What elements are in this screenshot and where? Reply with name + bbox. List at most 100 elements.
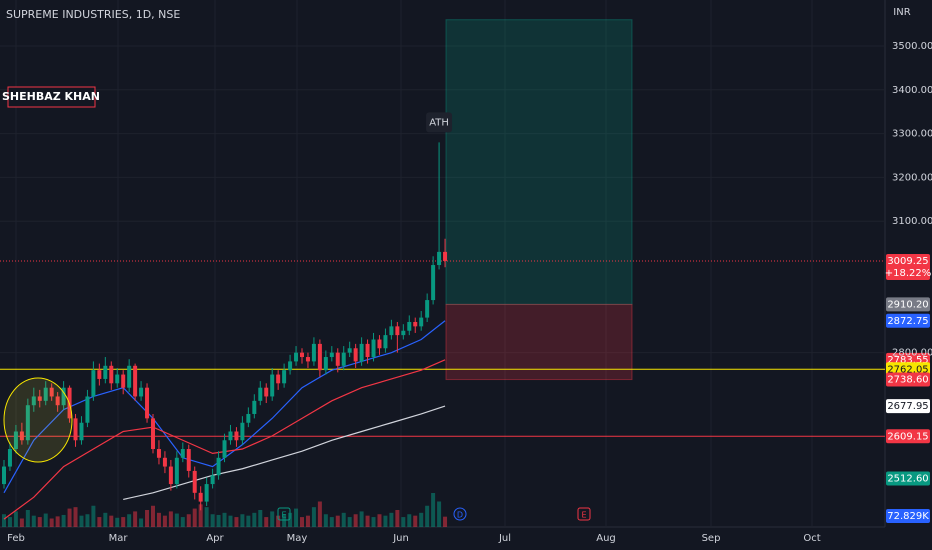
volume-bar [198, 504, 203, 527]
volume-bar [204, 507, 209, 527]
candle-body [413, 321, 418, 327]
volume-bar [329, 517, 334, 527]
volume-bar [341, 512, 346, 527]
volume-bar [13, 511, 18, 527]
price-tag [886, 372, 930, 387]
price-tag-label: 2738.60 [887, 375, 928, 386]
candle-body [401, 330, 406, 336]
price-tag-label: 2512.60 [887, 474, 928, 485]
volume-bar [317, 501, 322, 527]
candle-body [371, 339, 376, 358]
volume-bar [162, 515, 167, 527]
volume-bar [359, 511, 364, 527]
candle-body [276, 374, 281, 384]
candle-body [13, 431, 18, 450]
candle-body [389, 326, 394, 336]
y-tick-label: 3300.00 [892, 129, 932, 140]
volume-bar [335, 515, 340, 527]
volume-bar [67, 508, 72, 527]
overlay: ATH E E D 3009.25+18.22% 2910.20 2872.75 2783.5… [277, 112, 931, 523]
candle-body [270, 374, 275, 397]
candle-body [192, 470, 197, 493]
volume-bar [311, 507, 316, 527]
event-marker [577, 507, 591, 521]
volume-bar [91, 505, 96, 527]
highlight-circle [3, 377, 73, 463]
price-tag [886, 297, 930, 312]
volume-bar [437, 501, 442, 527]
volume-bar [264, 517, 269, 527]
candle-body [437, 251, 442, 266]
volume-bar [383, 515, 388, 527]
volume-bar [395, 510, 400, 527]
x-tick-label: Feb [7, 533, 25, 544]
event-marker [277, 507, 291, 521]
volume-bar [234, 517, 239, 527]
volume-bar [258, 510, 263, 527]
event-marker [453, 507, 467, 521]
candle-body [61, 387, 66, 406]
candle-body [377, 339, 382, 349]
x-tick-label: Sep [702, 533, 721, 544]
volume-bar [31, 515, 36, 527]
candle-body [156, 449, 161, 458]
price-tag-label: 2783.55 [887, 355, 928, 366]
volume-bar [240, 514, 245, 527]
volume-bar [347, 517, 352, 527]
volume-bar [151, 505, 155, 527]
volume-bar [228, 515, 233, 527]
volume-bar [37, 517, 42, 527]
event-label: D [457, 511, 463, 520]
price-tag-label: 2872.75 [887, 316, 928, 327]
candle-body [186, 449, 191, 471]
volume-bar [323, 514, 328, 527]
x-tick-label: Aug [596, 533, 616, 544]
volume-bar [186, 514, 191, 527]
volume-bar [365, 515, 370, 527]
marks [0, 19, 885, 527]
volume-bar [43, 513, 48, 527]
price-tag-label: 2609.15 [887, 431, 928, 442]
candle-body [311, 343, 316, 362]
y-tick-label: 3400.00 [892, 85, 932, 96]
candle-body [73, 418, 78, 441]
candle-body [323, 357, 328, 371]
volume-bar [19, 518, 24, 527]
volume-bar [389, 512, 394, 527]
candle-body [121, 374, 126, 388]
volume-bar [252, 512, 257, 527]
candle-body [109, 365, 114, 384]
x-tick-label: May [287, 533, 308, 544]
candle-body [55, 396, 60, 406]
candle-body [180, 449, 185, 458]
candle-body [31, 396, 36, 406]
candle-body [198, 492, 203, 502]
candle-body [252, 400, 257, 414]
candle-body [258, 387, 263, 401]
candle-body [222, 440, 227, 458]
candle-body [133, 365, 138, 397]
candle-body [79, 422, 84, 441]
candle-body [282, 370, 287, 384]
y-tick-label: 3500.00 [892, 41, 932, 52]
candle-body [240, 422, 245, 441]
candle-body [335, 352, 340, 366]
candle-body [85, 396, 90, 423]
price-tag-label: 3009.25 [887, 256, 928, 267]
author-box [7, 86, 96, 108]
event-label: E [281, 511, 286, 520]
moving-average [3, 320, 446, 494]
candle-body [103, 365, 108, 379]
volume-bar [79, 515, 84, 527]
candle-body [115, 374, 120, 384]
volume-bar [371, 517, 376, 527]
candle-body [395, 326, 400, 336]
x-tick-label: Oct [803, 533, 820, 544]
volume-bar [121, 517, 126, 527]
candle-body [431, 265, 436, 301]
candle-body [145, 387, 150, 419]
event-label: E [581, 511, 586, 520]
candle-body [329, 352, 334, 358]
volume-bar [246, 515, 251, 527]
